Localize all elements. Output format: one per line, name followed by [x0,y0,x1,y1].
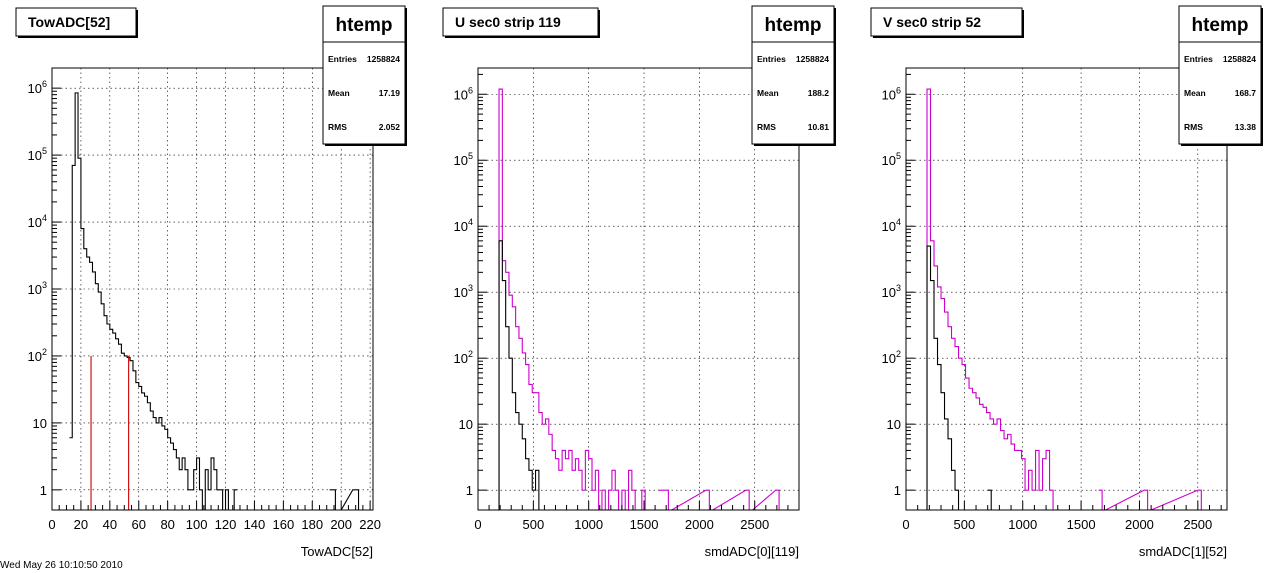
y-tick-label: 103 [882,283,901,300]
stats-mean-value: 188.2 [808,88,830,98]
stats-rms-label: RMS [757,122,776,132]
histogram-series-1 [495,88,652,511]
y-tick-label: 102 [882,349,901,366]
title-box [442,7,599,37]
y-tick-label: 106 [454,85,473,102]
histogram-series-2 [329,489,365,511]
stats-rms-label: RMS [328,122,347,132]
x-tick-label: 2500 [1183,517,1212,532]
y-tick-label: 104 [454,217,473,234]
title-box [870,7,1023,37]
x-tick-label: 1500 [630,517,659,532]
x-tick-label: 160 [272,517,294,532]
chart-title: TowADC[52] [28,14,110,30]
stats-mean-label: Mean [757,88,779,98]
stats-name: htemp [336,15,393,36]
x-tick-label: 120 [215,517,237,532]
footer-timestamp: Wed May 26 10:10:50 2010 [0,560,123,571]
chart-3: 0 500 1000 1500 2000 2500 1 10 102 103 104 105 106 sm… [870,5,1263,559]
stats-entries-value: 1258824 [796,54,829,64]
y-tick-label: 1 [40,483,47,498]
stats-box [322,5,406,145]
stats-mean-label: Mean [328,88,350,98]
stats-name: htemp [1192,15,1249,36]
x-tick-label: 500 [954,517,976,532]
plot-frame [905,67,1228,511]
stats-rms-value: 10.81 [808,122,830,132]
x-tick-label: 40 [103,517,117,532]
histogram-series-1 [923,88,1057,511]
chart-2: 0 500 1000 1500 2000 2500 1 10 102 103 104 105 106 sm… [442,5,836,559]
x-tick-label: 0 [902,517,909,532]
x-axis-title: smdADC[1][52] [1139,544,1227,559]
stats-entries-value: 1258824 [367,54,400,64]
histogram-series-2 [1098,489,1205,511]
y-tick-label: 10 [459,417,473,432]
x-tick-label: 500 [522,517,544,532]
y-tick-label: 104 [28,213,47,230]
x-tick-label: 60 [132,517,146,532]
x-tick-label: 200 [330,517,352,532]
stats-name: htemp [765,15,822,36]
y-tick-label: 10 [887,417,901,432]
chart-1: 0 20 40 60 80 100 120 140 160 180 200 220 1 10 102 103 1… [15,5,407,559]
x-tick-label: 100 [186,517,208,532]
chart-title: V sec0 strip 52 [883,14,981,30]
x-tick-label: 0 [48,517,55,532]
x-tick-label: 180 [301,517,323,532]
x-tick-label: 20 [74,517,88,532]
stats-rms-value: 13.38 [1235,122,1257,132]
y-tick-label: 1 [466,483,473,498]
x-tick-label: 140 [244,517,266,532]
stats-box [751,5,835,145]
stats-box [1178,5,1262,145]
x-tick-label: 1500 [1067,517,1096,532]
stats-entries-label: Entries [1184,54,1213,64]
y-tick-label: 105 [882,151,901,168]
x-axis-title: smdADC[0][119] [705,544,799,559]
stats-mean-label: Mean [1184,88,1206,98]
y-tick-label: 106 [28,79,47,96]
histogram-series-3 [923,245,963,511]
y-tick-label: 105 [454,151,473,168]
chart-title: U sec0 strip 119 [455,14,561,30]
x-tick-label: 1000 [574,517,603,532]
stats-mean-value: 168.7 [1235,88,1257,98]
x-axis-title: TowADC[52] [301,544,373,559]
stats-entries-label: Entries [757,54,786,64]
plot-frame [477,67,800,511]
stats-entries-value: 1258824 [1223,54,1256,64]
stats-rms-value: 2.052 [379,122,401,132]
stats-rms-label: RMS [1184,122,1203,132]
stats-entries-label: Entries [328,54,357,64]
histogram-series-3 [495,240,543,511]
histogram-series-1 [69,92,238,511]
x-tick-label: 220 [359,517,381,532]
y-tick-label: 102 [454,349,473,366]
y-tick-label: 106 [882,85,901,102]
y-tick-label: 10 [33,416,47,431]
title-box [15,7,137,37]
stats-mean-value: 17.19 [379,88,401,98]
histogram-series-4 [987,489,995,511]
y-tick-label: 104 [882,217,901,234]
x-tick-label: 2500 [740,517,769,532]
x-tick-label: 1000 [1008,517,1037,532]
x-tick-label: 2000 [685,517,714,532]
y-tick-label: 1 [894,483,901,498]
y-tick-label: 102 [28,347,47,364]
y-tick-label: 105 [28,146,47,163]
x-tick-label: 0 [474,517,481,532]
y-tick-label: 103 [454,283,473,300]
y-tick-label: 103 [28,280,47,297]
x-tick-label: 2000 [1125,517,1154,532]
x-tick-label: 80 [160,517,174,532]
